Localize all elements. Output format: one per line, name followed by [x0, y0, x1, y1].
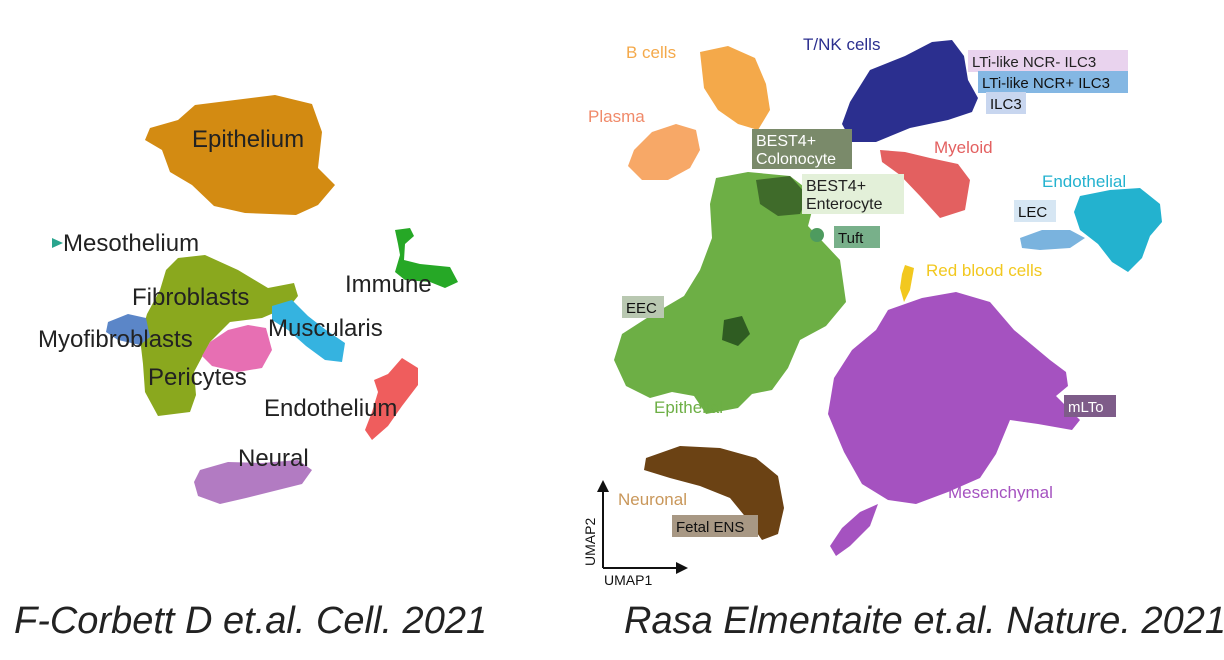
label-best4-colono-2: Colonocyte [756, 151, 836, 168]
label-lec: LEC [1018, 204, 1047, 221]
myofibroblasts-cluster [106, 314, 150, 345]
plasma-cluster [628, 124, 700, 180]
label-ilc3: ILC3 [990, 96, 1022, 113]
lec-cluster [1020, 230, 1085, 250]
label-mesenchymal: Mesenchymal [948, 483, 1053, 502]
label-b-cells: B cells [626, 43, 676, 62]
label-myeloid: Myeloid [934, 138, 993, 157]
label-neural: Neural [238, 445, 309, 472]
label-mesothelium: Mesothelium [63, 230, 199, 257]
mesenchymal-tail [830, 504, 878, 556]
label-plasma: Plasma [588, 107, 645, 126]
label-epithelium: Epithelium [192, 126, 304, 153]
label-rbc: Red blood cells [926, 261, 1042, 280]
label-myofibroblasts: Myofibroblasts [38, 326, 193, 353]
label-tnk: T/NK cells [803, 35, 880, 54]
left-caption: F-Corbett D et.al. Cell. 2021 [14, 600, 488, 642]
label-eec: EEC [626, 300, 657, 317]
label-best4-colono-1: BEST4+ [756, 133, 816, 150]
eec-cluster [722, 316, 750, 346]
best4-colonocyte-cluster [756, 176, 808, 216]
right-caption: Rasa Elmentaite et.al. Nature. 2021 [624, 600, 1224, 642]
label-lti-pos: LTi-like NCR+ ILC3 [982, 75, 1110, 92]
epithelium-cluster [145, 95, 335, 215]
label-mlto: mLTo [1068, 399, 1104, 416]
label-best4-entero-1: BEST4+ [806, 178, 866, 195]
right-umap: B cells T/NK cells LTi-like NCR- ILC3 LT… [582, 35, 1162, 588]
label-muscularis: Muscularis [268, 315, 383, 342]
label-pericytes: Pericytes [148, 364, 247, 391]
label-endothelial: Endothelial [1042, 172, 1126, 191]
rbc-cluster [900, 265, 914, 302]
fibroblasts-cluster [140, 255, 298, 416]
label-lti-neg: LTi-like NCR- ILC3 [972, 54, 1096, 71]
tuft-cluster [810, 228, 824, 242]
mesothelium-cluster [52, 238, 63, 248]
b-cells-cluster [700, 46, 770, 130]
endothelial-cluster [1074, 188, 1162, 272]
label-tuft: Tuft [838, 230, 864, 247]
label-epithelial: Epithelial [654, 398, 723, 417]
label-umap2: UMAP2 [582, 518, 598, 566]
label-boxes [622, 50, 1128, 537]
label-endothelium: Endothelium [264, 395, 397, 422]
pericytes-cluster [202, 325, 272, 372]
umap2-arrowhead [597, 480, 609, 492]
label-fetal-ens: Fetal ENS [676, 519, 744, 536]
label-neuronal: Neuronal [618, 490, 687, 509]
myeloid-cluster [880, 150, 970, 218]
mesenchymal-cluster [828, 292, 1080, 504]
epithelial-cluster [614, 172, 846, 414]
neural-cluster [194, 460, 312, 504]
tnk-cluster [842, 40, 978, 142]
label-umap1: UMAP1 [604, 572, 652, 588]
muscularis-cluster [272, 300, 345, 362]
label-immune: Immune [345, 271, 432, 298]
endothelium-cluster [365, 358, 418, 440]
umap1-arrowhead [676, 562, 688, 574]
left-umap: Epithelium Mesothelium Immune Fibroblast… [38, 95, 458, 504]
label-best4-entero-2: Enterocyte [806, 196, 883, 213]
label-fibroblasts: Fibroblasts [132, 284, 249, 311]
umap-axes [602, 488, 680, 569]
immune-cluster [395, 228, 458, 288]
